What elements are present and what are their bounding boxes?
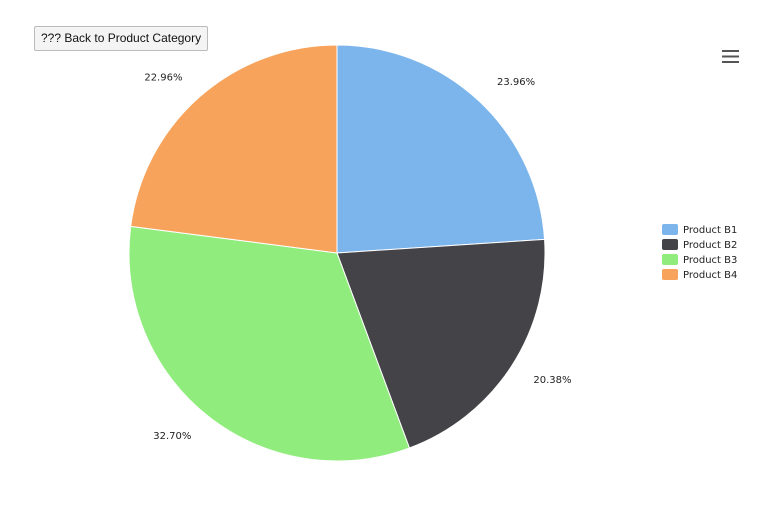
legend-label: Product B2	[683, 240, 737, 251]
legend-label: Product B1	[683, 225, 737, 236]
legend-swatch	[662, 254, 678, 265]
menu-bar	[722, 50, 739, 52]
menu-bar	[722, 61, 739, 63]
legend-label: Product B4	[683, 270, 737, 281]
legend-swatch	[662, 269, 678, 280]
data-label: 23.96%	[497, 77, 535, 88]
data-label: 20.38%	[533, 375, 571, 386]
pie-slice	[336, 238, 546, 449]
data-label: 22.96%	[144, 72, 182, 83]
pie-slice	[128, 225, 411, 462]
menu-icon[interactable]	[722, 50, 739, 63]
pie-slice	[130, 44, 338, 254]
back-button[interactable]: ??? Back to Product Category	[34, 26, 209, 51]
menu-bar	[722, 55, 739, 58]
data-label: 32.70%	[153, 431, 191, 442]
legend-swatch	[662, 239, 678, 250]
pie-slice	[336, 44, 546, 254]
legend-label: Product B3	[683, 255, 737, 266]
legend-swatch	[662, 224, 678, 235]
